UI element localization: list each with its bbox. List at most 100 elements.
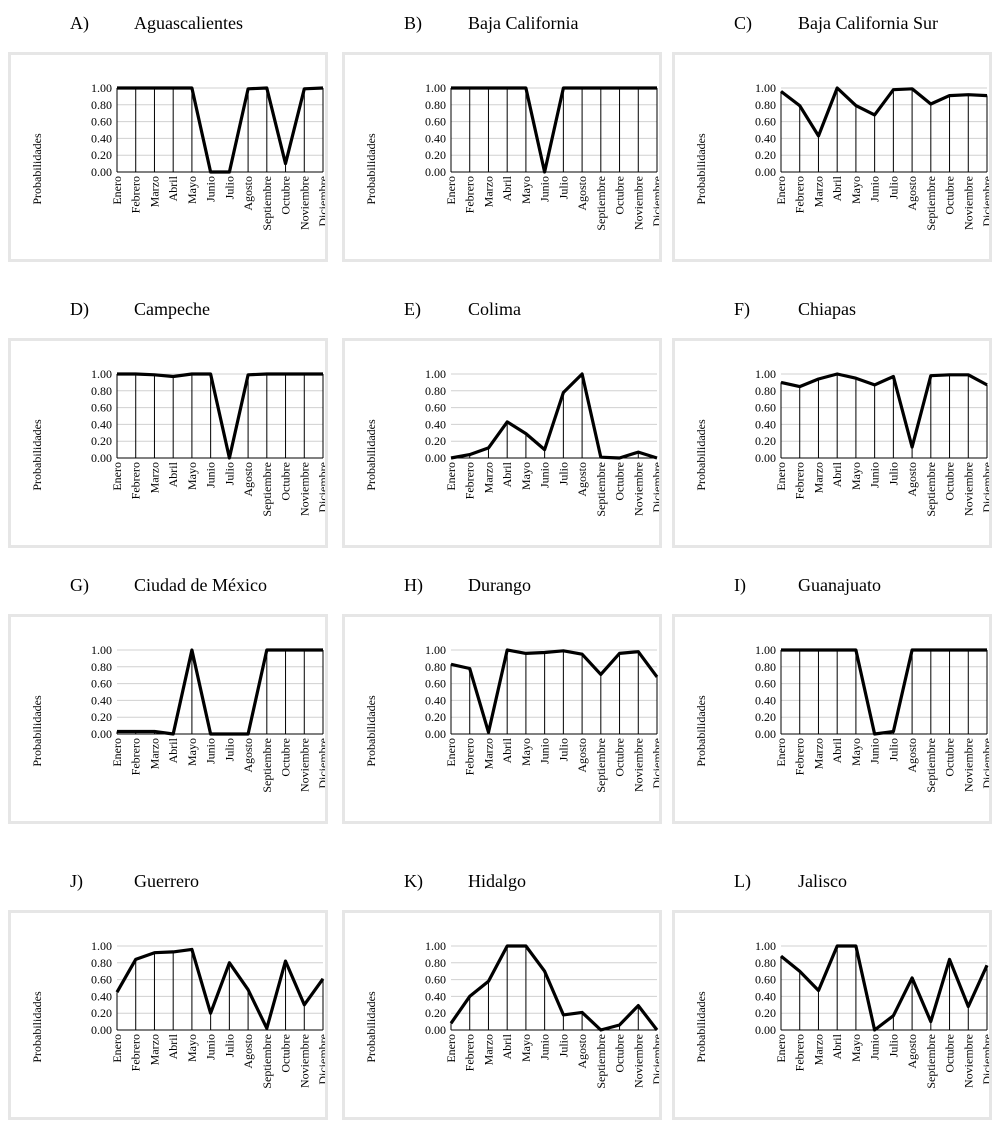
y-tick-label: 0.00	[91, 165, 112, 179]
panel-letter: J)	[70, 866, 83, 896]
panel-title: F)Chiapas	[664, 294, 988, 324]
x-tick-label: Enero	[774, 1034, 788, 1063]
x-tick-label: Abril	[500, 737, 514, 763]
x-tick-label: Agosto	[575, 738, 589, 773]
panel-state-name: Durango	[468, 570, 531, 600]
panel-state-name: Hidalgo	[468, 866, 526, 896]
x-tick-label: Noviembre	[961, 176, 975, 230]
x-tick-label: Abril	[500, 175, 514, 201]
x-tick-label: Diciembre	[980, 738, 989, 789]
panel-state-name: Aguascalientes	[134, 8, 243, 38]
x-tick-label: Enero	[774, 738, 788, 767]
y-tick-label: 0.20	[91, 148, 112, 162]
x-tick-label: Julio	[222, 738, 236, 761]
x-tick-label: Junio	[204, 738, 218, 764]
x-tick-label: Diciembre	[650, 462, 659, 513]
y-axis-label: Probabilidades	[30, 419, 44, 491]
panel-title: L) Jalisco	[664, 866, 988, 896]
x-tick-label: Marzo	[147, 1034, 161, 1065]
y-tick-label: 0.80	[755, 956, 776, 970]
panel-title: J)Guerrero	[0, 866, 324, 896]
y-tick-label: 0.20	[91, 434, 112, 448]
x-tick-label: Abril	[500, 461, 514, 487]
x-tick-label: Julio	[886, 462, 900, 485]
series-line	[451, 88, 657, 172]
x-tick-label: Mayo	[519, 1034, 533, 1062]
series-line	[117, 650, 323, 734]
x-tick-label: Julio	[556, 738, 570, 761]
x-tick-label: Diciembre	[316, 176, 325, 227]
panel-letter: A)	[70, 8, 89, 38]
y-tick-label: 0.80	[91, 956, 112, 970]
x-tick-label: Marzo	[481, 176, 495, 207]
y-tick-label: 0.80	[425, 98, 446, 112]
x-tick-label: Octubre	[943, 176, 957, 215]
panel-state-name: Chiapas	[798, 294, 856, 324]
x-tick-label: Noviembre	[961, 1034, 975, 1088]
x-tick-label: Febrero	[129, 1034, 143, 1071]
x-tick-label: Agosto	[241, 176, 255, 211]
y-tick-label: 0.20	[755, 1006, 776, 1020]
y-axis-label: Probabilidades	[364, 133, 378, 205]
x-tick-label: Noviembre	[297, 462, 311, 516]
x-tick-label: Septiembre	[924, 1034, 938, 1089]
y-tick-label: 0.20	[91, 710, 112, 724]
x-tick-label: Enero	[774, 462, 788, 491]
y-axis-label: Probabilidades	[364, 991, 378, 1063]
panel-letter: K)	[404, 866, 423, 896]
x-tick-label: Octubre	[943, 1034, 957, 1073]
y-tick-label: 0.60	[425, 115, 446, 129]
y-tick-label: 0.80	[755, 98, 776, 112]
panel-letter: L)	[734, 866, 751, 896]
y-tick-label: 0.00	[755, 727, 776, 741]
panel-title: I)Guanajuato	[664, 570, 988, 600]
y-tick-label: 0.20	[91, 1006, 112, 1020]
y-tick-label: 0.80	[425, 384, 446, 398]
y-axis-label: Probabilidades	[30, 695, 44, 767]
x-tick-label: Julio	[222, 176, 236, 199]
y-tick-label: 1.00	[425, 367, 446, 381]
y-tick-label: 1.00	[91, 643, 112, 657]
x-tick-label: Junio	[204, 176, 218, 202]
y-tick-label: 1.00	[91, 367, 112, 381]
x-tick-label: Noviembre	[297, 738, 311, 792]
x-tick-label: Abril	[830, 1033, 844, 1059]
x-tick-label: Marzo	[481, 738, 495, 769]
panel-title: A) Aguascalientes	[0, 8, 324, 38]
x-tick-label: Abril	[830, 175, 844, 201]
series-line	[781, 650, 987, 734]
y-tick-label: 0.60	[91, 677, 112, 691]
panel-state-name: Jalisco	[798, 866, 847, 896]
y-tick-label: 1.00	[91, 939, 112, 953]
y-tick-label: 1.00	[755, 81, 776, 95]
x-tick-label: Agosto	[241, 462, 255, 497]
x-tick-label: Marzo	[481, 1034, 495, 1065]
x-tick-label: Mayo	[185, 176, 199, 204]
y-tick-label: 1.00	[425, 81, 446, 95]
y-tick-label: 1.00	[425, 643, 446, 657]
series-line	[117, 88, 323, 172]
panel-state-name: Ciudad de México	[134, 570, 267, 600]
series-line	[451, 650, 657, 732]
x-tick-label: Octubre	[943, 738, 957, 777]
series-line	[117, 949, 323, 1028]
y-tick-label: 0.60	[755, 115, 776, 129]
panel-title: B)Baja California	[334, 8, 658, 38]
x-tick-label: Julio	[222, 1034, 236, 1057]
y-tick-label: 0.60	[755, 401, 776, 415]
y-axis-label: Probabilidades	[694, 695, 708, 767]
x-tick-label: Mayo	[849, 1034, 863, 1062]
x-tick-label: Mayo	[849, 738, 863, 766]
x-tick-label: Enero	[774, 176, 788, 205]
